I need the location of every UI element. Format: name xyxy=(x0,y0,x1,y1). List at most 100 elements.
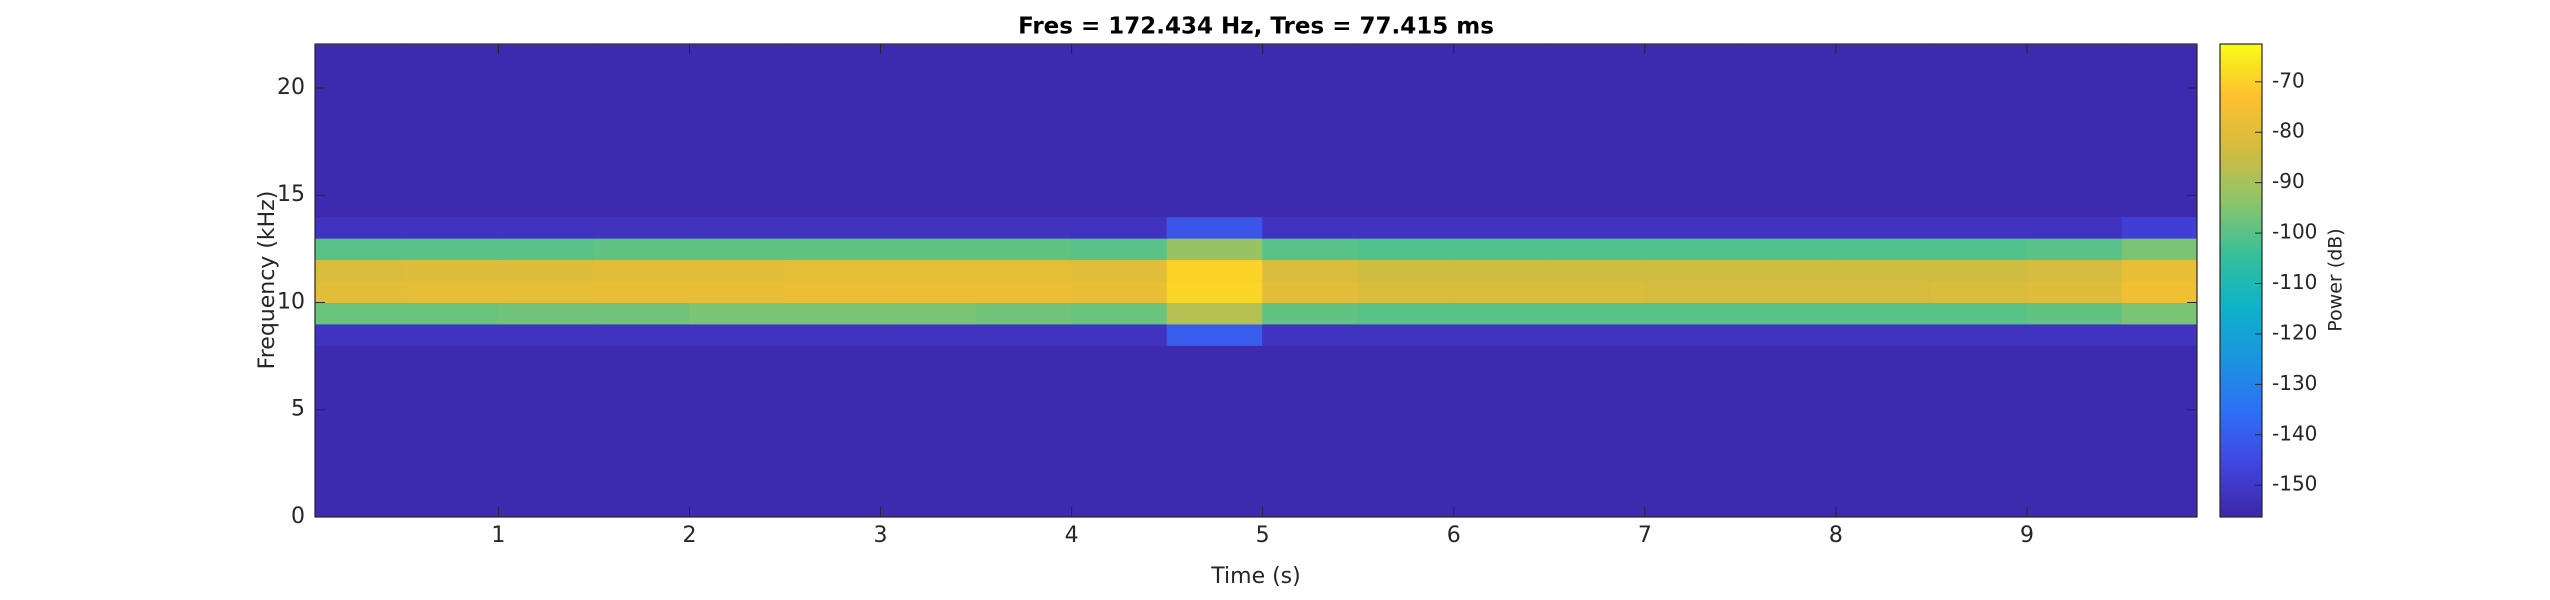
heatmap-cell xyxy=(1453,130,1550,153)
colorbar-tick-label: -90 xyxy=(2272,169,2305,193)
heatmap-cell xyxy=(497,108,595,132)
heatmap-cell xyxy=(1644,452,1741,475)
heatmap-cell xyxy=(315,452,404,475)
heatmap-cell xyxy=(1644,430,1741,454)
heatmap-cell xyxy=(2121,194,2197,218)
heatmap-cell xyxy=(1262,452,1359,475)
heatmap-cell xyxy=(593,344,690,368)
chart-title: Fres = 172.434 Hz, Tres = 77.415 ms xyxy=(1018,14,1494,40)
heatmap-cell xyxy=(880,495,977,517)
heatmap-cell xyxy=(1644,409,1741,432)
heatmap-cell xyxy=(1071,151,1168,175)
x-tick-label: 4 xyxy=(1065,523,1079,548)
heatmap-cell xyxy=(1262,87,1359,110)
heatmap-cell xyxy=(1357,344,1455,368)
heatmap-cell xyxy=(880,280,977,303)
heatmap-cell xyxy=(1357,409,1455,432)
heatmap-cell xyxy=(1453,495,1550,517)
heatmap-cell xyxy=(1835,387,1932,411)
heatmap-cell xyxy=(1071,173,1168,196)
heatmap-cell xyxy=(1357,452,1455,475)
heatmap-cell xyxy=(880,366,977,389)
colorbar-tick-label: -150 xyxy=(2272,472,2317,496)
heatmap-cell xyxy=(1835,130,1932,153)
heatmap-cell xyxy=(1930,387,2028,411)
heatmap-cell xyxy=(1739,323,1837,346)
heatmap-cell xyxy=(1644,259,1741,282)
heatmap-cell xyxy=(975,323,1073,346)
heatmap-cell xyxy=(1166,151,1264,175)
heatmap-cell xyxy=(1835,430,1932,454)
heatmap-cell xyxy=(1548,430,1646,454)
heatmap-cell xyxy=(784,151,882,175)
heatmap-cell xyxy=(315,66,404,89)
heatmap-cell xyxy=(1357,237,1455,261)
heatmap-cell xyxy=(497,87,595,110)
heatmap-cell xyxy=(1357,216,1455,239)
heatmap-cell xyxy=(784,430,882,454)
heatmap-cell xyxy=(1548,323,1646,346)
heatmap-cell xyxy=(784,495,882,517)
heatmap-cell xyxy=(1071,430,1168,454)
heatmap-cell xyxy=(315,237,404,261)
heatmap-cell xyxy=(1262,387,1359,411)
heatmap-cell xyxy=(2026,66,2123,89)
heatmap-cell xyxy=(1166,44,1264,68)
heatmap-cell xyxy=(1166,495,1264,517)
heatmap-cell xyxy=(1930,216,2028,239)
heatmap-cell xyxy=(1262,280,1359,303)
heatmap-cell xyxy=(1835,66,1932,89)
heatmap-cell xyxy=(1548,108,1646,132)
heatmap-cell xyxy=(1262,173,1359,196)
heatmap-cell xyxy=(1835,237,1932,261)
heatmap-cell xyxy=(1644,194,1741,218)
heatmap-cell xyxy=(315,344,404,368)
heatmap-cell xyxy=(2026,173,2123,196)
heatmap-cell xyxy=(593,194,690,218)
heatmap-cell xyxy=(1166,237,1264,261)
heatmap-cell xyxy=(1644,344,1741,368)
heatmap-cell xyxy=(1357,173,1455,196)
heatmap-cell xyxy=(784,387,882,411)
heatmap-cell xyxy=(688,280,786,303)
heatmap-cell xyxy=(784,280,882,303)
heatmap-cell xyxy=(2121,387,2197,411)
x-axis-label: Time (s) xyxy=(1210,564,1300,589)
heatmap-cell xyxy=(1739,216,1837,239)
heatmap-cell xyxy=(880,452,977,475)
heatmap-cell xyxy=(1930,430,2028,454)
heatmap-cell xyxy=(975,473,1073,497)
heatmap-cell xyxy=(402,280,499,303)
heatmap-cell xyxy=(1071,366,1168,389)
heatmap-cell xyxy=(1835,280,1932,303)
heatmap-cell xyxy=(1166,301,1264,325)
heatmap-cell xyxy=(402,452,499,475)
heatmap-cell xyxy=(1644,44,1741,68)
heatmap-cell xyxy=(593,259,690,282)
heatmap-cell xyxy=(2121,259,2197,282)
heatmap-cell xyxy=(1644,173,1741,196)
heatmap-cell xyxy=(1835,151,1932,175)
heatmap-cell xyxy=(2026,130,2123,153)
heatmap-cell xyxy=(784,237,882,261)
heatmap-cell xyxy=(1357,473,1455,497)
heatmap-cell xyxy=(1453,66,1550,89)
heatmap-cell xyxy=(688,194,786,218)
heatmap-cell xyxy=(1835,344,1932,368)
heatmap-cell xyxy=(1166,409,1264,432)
heatmap-cell xyxy=(1071,108,1168,132)
heatmap-cell xyxy=(1262,259,1359,282)
heatmap-cell xyxy=(1739,108,1837,132)
heatmap-cell xyxy=(1453,108,1550,132)
heatmap-cell xyxy=(1357,108,1455,132)
heatmap-cell xyxy=(1930,366,2028,389)
heatmap-cell xyxy=(784,323,882,346)
heatmap-cell xyxy=(593,280,690,303)
heatmap-cell xyxy=(688,495,786,517)
heatmap-cell xyxy=(1166,280,1264,303)
heatmap-cell xyxy=(1930,473,2028,497)
colorbar-tick-label: -140 xyxy=(2272,421,2317,445)
heatmap-cell xyxy=(402,87,499,110)
heatmap-cell xyxy=(1071,344,1168,368)
